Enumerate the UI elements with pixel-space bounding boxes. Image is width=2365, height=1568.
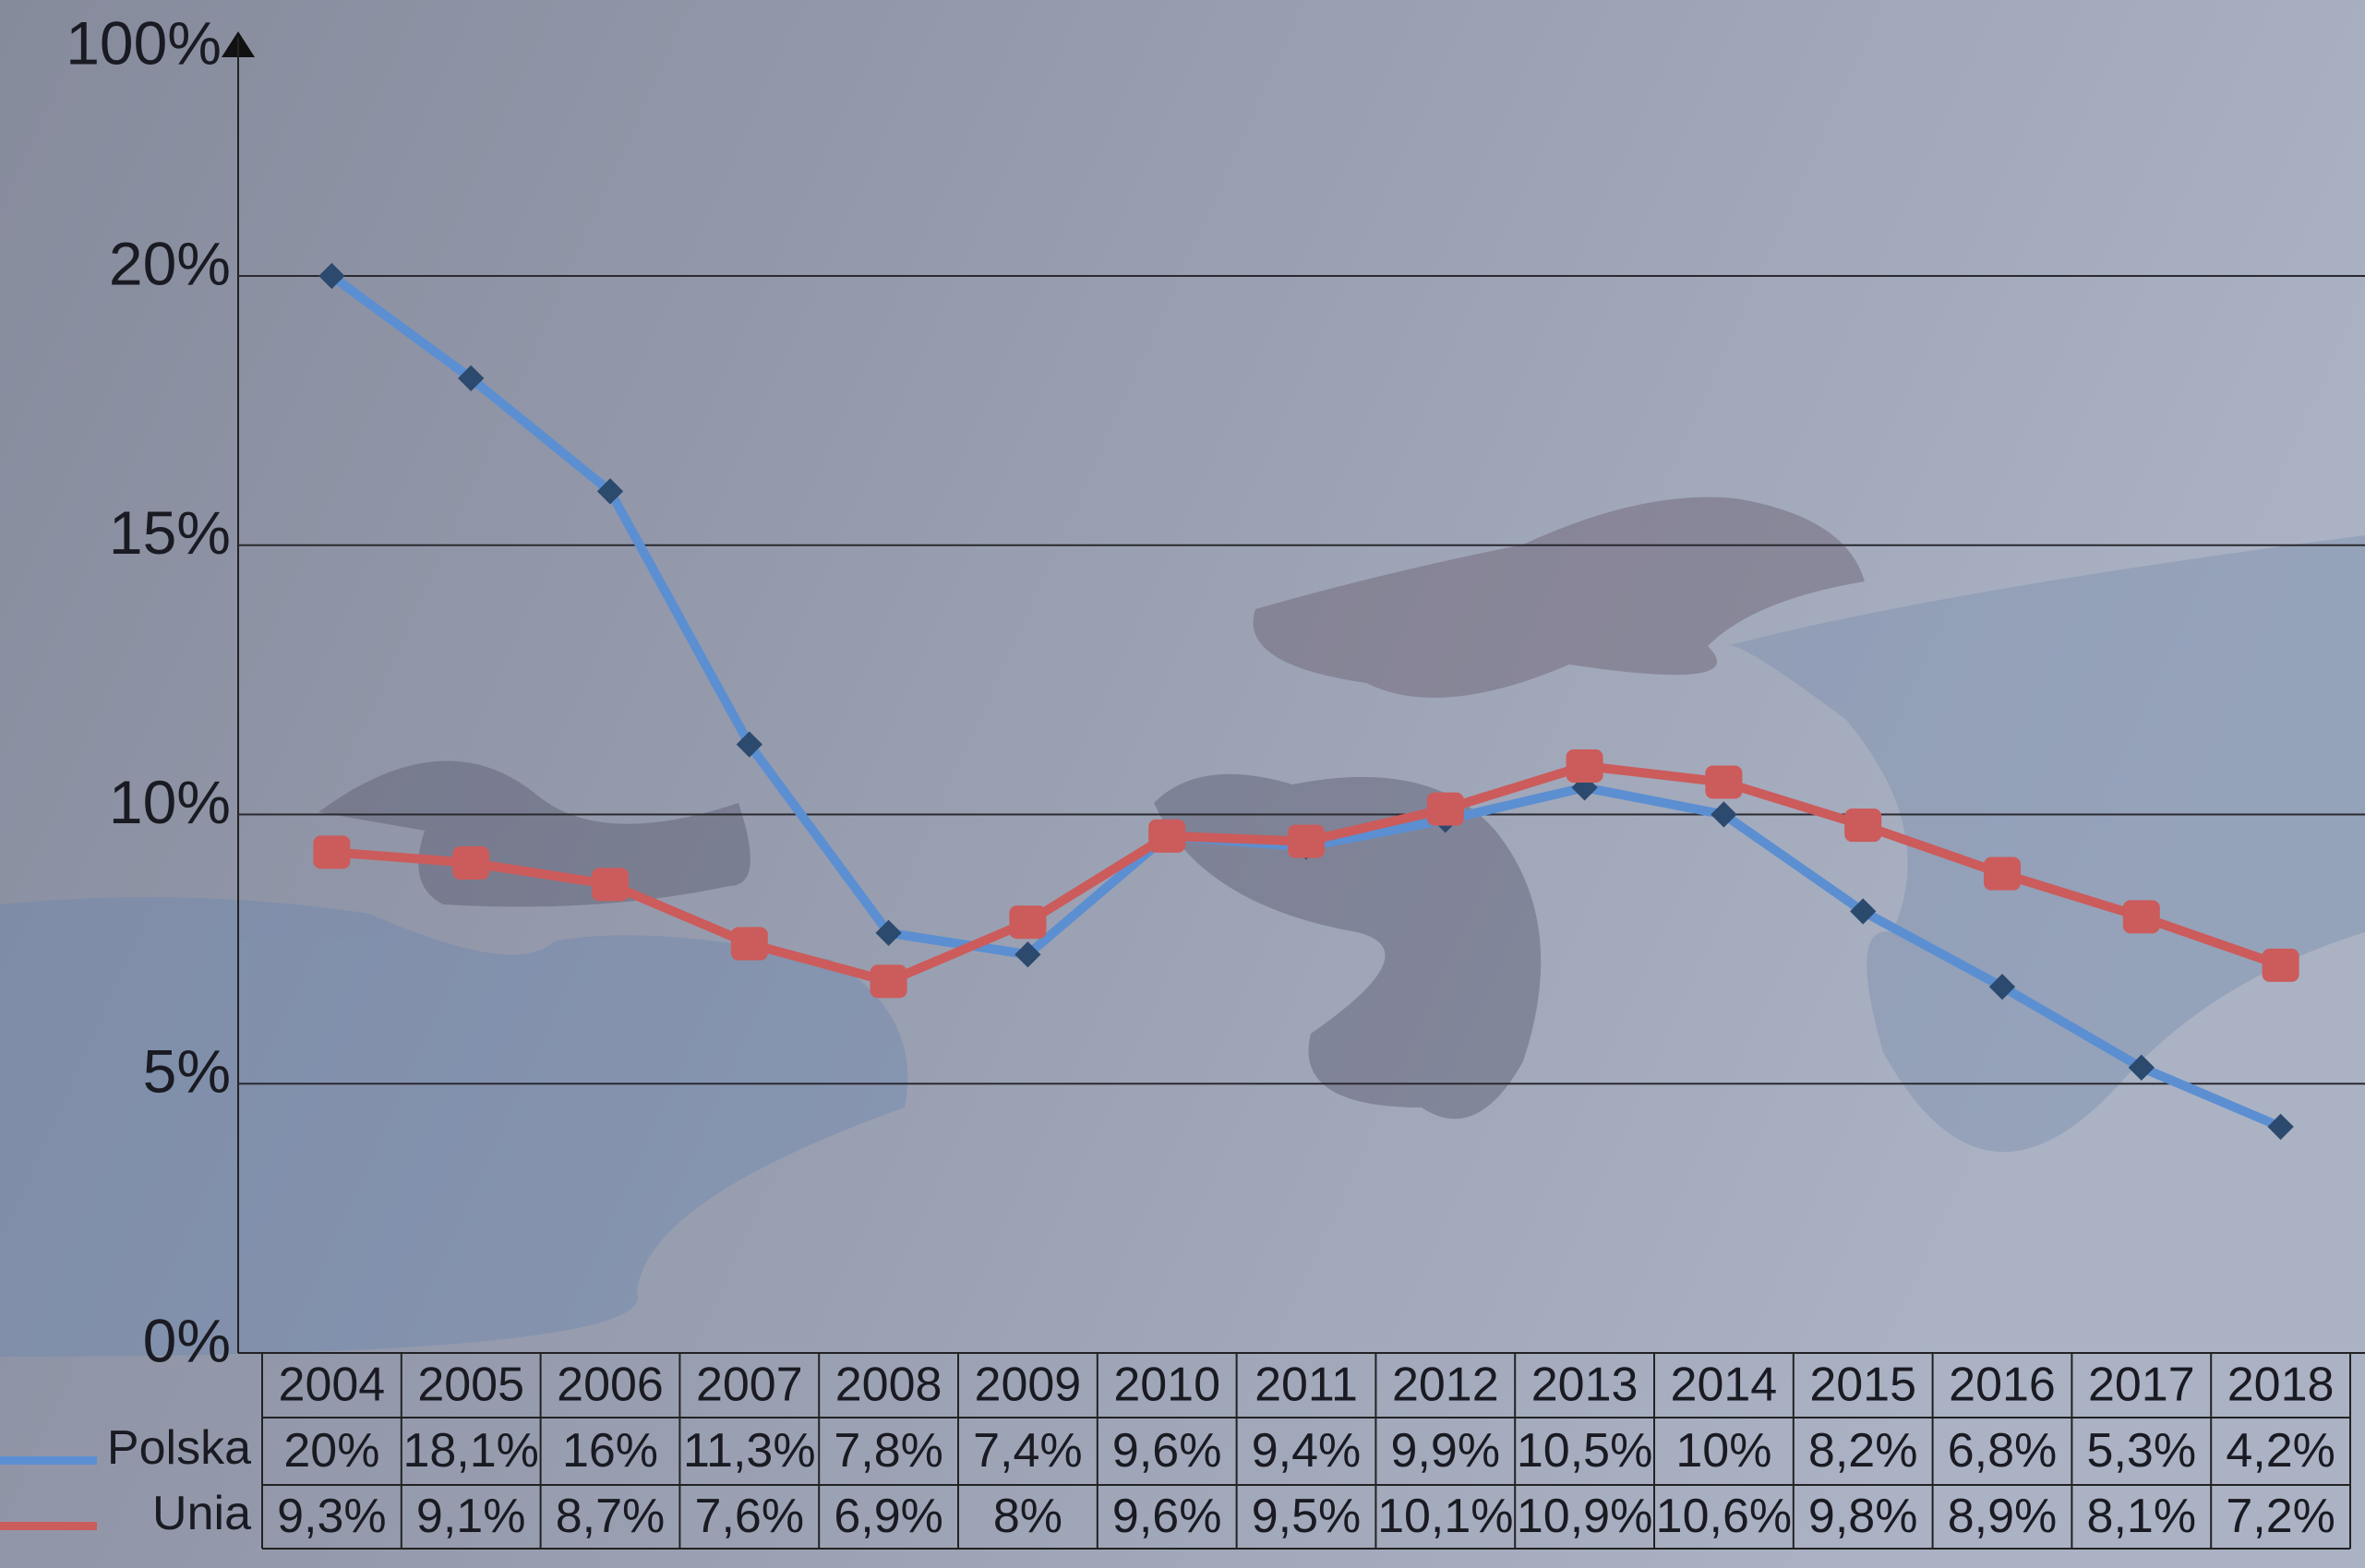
marker: [2128, 1054, 2155, 1081]
marker: [313, 835, 351, 869]
marker: [1148, 819, 1186, 853]
marker: [596, 478, 624, 505]
y-tick-label: 5%: [143, 1037, 231, 1106]
x-tick-label: 2014: [1671, 1359, 1778, 1412]
x-tick-label: 2005: [417, 1359, 524, 1412]
table-value: 5,3%: [2087, 1424, 2197, 1478]
x-tick-label: 2006: [557, 1359, 664, 1412]
table-value: 10,9%: [1517, 1490, 1652, 1543]
table-value: 9,3%: [277, 1490, 387, 1543]
x-tick-label: 2012: [1392, 1359, 1499, 1412]
marker: [1014, 941, 1041, 968]
x-tick-label: 2017: [2088, 1359, 2195, 1412]
map-decoration: [0, 497, 2365, 1357]
x-tick-label: 2018: [2227, 1359, 2335, 1412]
y-tick-label: 20%: [109, 229, 231, 297]
x-tick-label: 2015: [1809, 1359, 1916, 1412]
marker: [452, 846, 490, 880]
table-value: 7,2%: [2226, 1490, 2335, 1543]
marker: [1566, 748, 1603, 783]
table-value: 7,8%: [834, 1424, 943, 1478]
marker: [1009, 905, 1047, 940]
x-tick-label: 2011: [1255, 1359, 1358, 1412]
marker: [736, 731, 762, 758]
legend-label: Unia: [152, 1487, 251, 1540]
y-tick-label: 10%: [109, 768, 231, 836]
table-value: 6,9%: [834, 1490, 943, 1543]
table-value: 7,4%: [973, 1424, 1083, 1478]
table-value: 18,1%: [402, 1424, 538, 1478]
marker: [318, 262, 345, 290]
marker: [1711, 801, 1737, 828]
table-value: 9,4%: [1252, 1424, 1362, 1478]
marker: [1705, 765, 1743, 799]
table-value: 8,2%: [1808, 1424, 1918, 1478]
table-value: 10,5%: [1517, 1424, 1652, 1478]
table-value: 8%: [993, 1490, 1062, 1543]
table-value: 8,7%: [556, 1490, 666, 1543]
table-value: 9,8%: [1808, 1490, 1918, 1543]
marker: [1426, 792, 1464, 826]
y-top-label: 100%: [66, 8, 222, 77]
x-tick-label: 2008: [835, 1359, 942, 1412]
table-value: 9,9%: [1391, 1424, 1501, 1478]
marker: [730, 927, 768, 961]
table-value: 8,9%: [1948, 1490, 2058, 1543]
table-value: 16%: [562, 1424, 658, 1478]
marker: [1844, 808, 1882, 843]
table-value: 9,1%: [416, 1490, 526, 1543]
marker: [2262, 948, 2299, 982]
table-value: 10,6%: [1656, 1490, 1792, 1543]
table-value: 10%: [1675, 1424, 1771, 1478]
x-tick-label: 2016: [1949, 1359, 2056, 1412]
marker: [1984, 856, 2021, 891]
marker: [458, 365, 485, 392]
table-value: 4,2%: [2226, 1424, 2335, 1478]
x-tick-label: 2004: [279, 1359, 386, 1412]
x-tick-label: 2010: [1113, 1359, 1220, 1412]
table-value: 10,1%: [1377, 1490, 1513, 1543]
y-tick-label: 15%: [109, 498, 231, 567]
table-value: 9,6%: [1112, 1424, 1222, 1478]
y-tick-label: 0%: [143, 1306, 231, 1374]
legend-label: Polska: [107, 1421, 251, 1475]
marker: [1850, 898, 1877, 925]
marker: [1288, 824, 1325, 858]
x-tick-label: 2009: [975, 1359, 1082, 1412]
marker: [592, 868, 629, 902]
table-value: 20%: [283, 1424, 379, 1478]
marker: [870, 964, 907, 999]
marker: [2267, 1113, 2294, 1141]
marker: [875, 919, 902, 947]
table-value: 9,5%: [1252, 1490, 1362, 1543]
table-value: 7,6%: [695, 1490, 805, 1543]
table-value: 6,8%: [1948, 1424, 2058, 1478]
table-value: 9,6%: [1112, 1490, 1222, 1543]
table-value: 11,3%: [683, 1424, 816, 1478]
x-tick-label: 2007: [696, 1359, 803, 1412]
marker: [2122, 900, 2160, 934]
marker: [1988, 974, 2016, 1000]
table-value: 8,1%: [2087, 1490, 2197, 1543]
x-tick-label: 2013: [1531, 1359, 1639, 1412]
